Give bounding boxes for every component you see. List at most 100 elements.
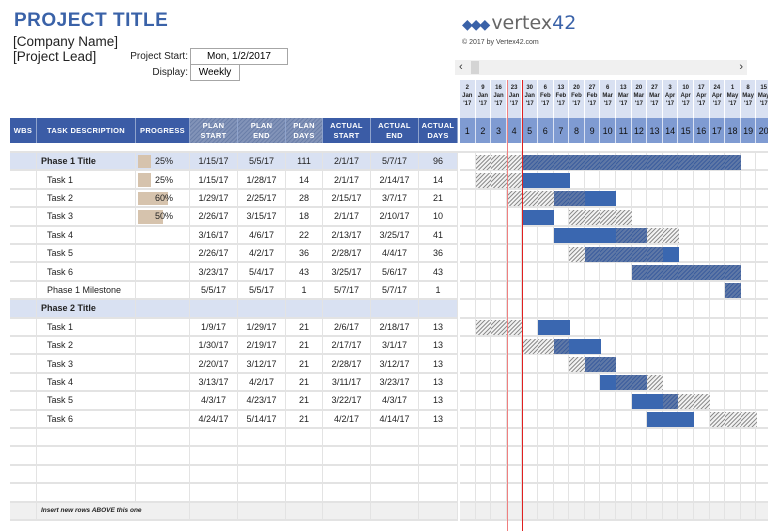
- cell-plan-start[interactable]: 5/5/17: [190, 281, 238, 301]
- cell-task[interactable]: [37, 465, 136, 485]
- cell-progress[interactable]: [136, 484, 190, 503]
- cell-plan-start[interactable]: [190, 429, 238, 448]
- cell-plan-start[interactable]: 3/16/17: [190, 226, 238, 245]
- cell-task[interactable]: Task 2: [37, 337, 136, 356]
- cell-plan-start[interactable]: [190, 465, 238, 485]
- cell-actual-end[interactable]: 5/7/17: [371, 281, 419, 301]
- cell-plan-days[interactable]: 21: [286, 337, 323, 356]
- project-start-input[interactable]: Mon, 1/2/2017: [190, 48, 288, 65]
- cell-plan-end[interactable]: 1/29/17: [238, 318, 286, 337]
- cell-actual-days[interactable]: 10: [419, 208, 458, 227]
- cell-plan-end[interactable]: 5/14/17: [238, 410, 286, 429]
- cell-plan-days[interactable]: 21: [286, 392, 323, 411]
- cell-plan-end[interactable]: [238, 447, 286, 466]
- cell-actual-days[interactable]: 1: [419, 281, 458, 301]
- cell-plan-days[interactable]: [286, 447, 323, 466]
- timeline-scrollbar[interactable]: ‹ ›: [455, 60, 747, 75]
- cell-task[interactable]: Task 4: [37, 226, 136, 245]
- cell-progress[interactable]: 25%: [136, 153, 190, 172]
- cell-progress[interactable]: [136, 245, 190, 264]
- cell-actual-start[interactable]: 5/7/17: [323, 281, 371, 301]
- cell-actual-end[interactable]: 3/1/17: [371, 337, 419, 356]
- cell-plan-end[interactable]: 5/5/17: [238, 153, 286, 172]
- cell-actual-end[interactable]: 4/4/17: [371, 245, 419, 264]
- cell-plan-start[interactable]: 3/23/17: [190, 263, 238, 282]
- cell-progress[interactable]: [136, 373, 190, 393]
- cell-actual-start[interactable]: 4/2/17: [323, 410, 371, 429]
- cell-task[interactable]: Task 6: [37, 410, 136, 429]
- cell-actual-start[interactable]: 2/17/17: [323, 337, 371, 356]
- cell-progress[interactable]: [136, 429, 190, 448]
- cell-plan-end[interactable]: 5/4/17: [238, 263, 286, 282]
- cell-plan-start[interactable]: 1/15/17: [190, 171, 238, 190]
- project-lead[interactable]: [Project Lead]: [13, 49, 97, 64]
- cell-plan-start[interactable]: 4/3/17: [190, 392, 238, 411]
- cell-plan-start[interactable]: [190, 502, 238, 521]
- cell-plan-days[interactable]: [286, 300, 323, 319]
- cell-actual-days[interactable]: [419, 447, 458, 466]
- cell-actual-start[interactable]: 2/15/17: [323, 189, 371, 209]
- cell-progress[interactable]: [136, 226, 190, 245]
- cell-actual-days[interactable]: 14: [419, 171, 458, 190]
- cell-task[interactable]: Phase 2 Title: [37, 300, 136, 319]
- cell-actual-end[interactable]: 3/12/17: [371, 355, 419, 374]
- cell-progress[interactable]: [136, 392, 190, 411]
- cell-actual-days[interactable]: 13: [419, 337, 458, 356]
- cell-actual-start[interactable]: [323, 502, 371, 521]
- cell-plan-days[interactable]: 111: [286, 153, 323, 172]
- cell-actual-end[interactable]: [371, 484, 419, 503]
- cell-actual-days[interactable]: 43: [419, 263, 458, 282]
- cell-actual-days[interactable]: [419, 465, 458, 485]
- cell-actual-end[interactable]: 2/18/17: [371, 318, 419, 337]
- cell-plan-end[interactable]: 3/15/17: [238, 208, 286, 227]
- cell-progress[interactable]: [136, 318, 190, 337]
- cell-plan-start[interactable]: 2/26/17: [190, 245, 238, 264]
- cell-plan-start[interactable]: 3/13/17: [190, 373, 238, 393]
- cell-plan-days[interactable]: 18: [286, 208, 323, 227]
- cell-task[interactable]: Task 4: [37, 373, 136, 393]
- cell-actual-days[interactable]: 96: [419, 153, 458, 172]
- cell-actual-end[interactable]: 4/3/17: [371, 392, 419, 411]
- cell-plan-end[interactable]: 2/25/17: [238, 189, 286, 209]
- cell-actual-days[interactable]: 36: [419, 245, 458, 264]
- cell-actual-start[interactable]: 2/28/17: [323, 355, 371, 374]
- cell-progress[interactable]: [136, 447, 190, 466]
- cell-plan-start[interactable]: 4/24/17: [190, 410, 238, 429]
- cell-plan-days[interactable]: [286, 484, 323, 503]
- cell-progress[interactable]: 25%: [136, 171, 190, 190]
- cell-plan-days[interactable]: 14: [286, 171, 323, 190]
- cell-task[interactable]: [37, 447, 136, 466]
- cell-actual-days[interactable]: 21: [419, 189, 458, 209]
- cell-task[interactable]: Task 2: [37, 189, 136, 209]
- cell-actual-start[interactable]: [323, 429, 371, 448]
- cell-plan-end[interactable]: 5/5/17: [238, 281, 286, 301]
- cell-actual-end[interactable]: [371, 447, 419, 466]
- cell-task[interactable]: Task 3: [37, 355, 136, 374]
- vertex42-logo[interactable]: ◆◆◆ vertex42: [462, 12, 576, 34]
- cell-task[interactable]: Phase 1 Title: [37, 153, 136, 172]
- cell-actual-start[interactable]: 2/6/17: [323, 318, 371, 337]
- cell-progress[interactable]: [136, 465, 190, 485]
- cell-plan-start[interactable]: [190, 484, 238, 503]
- cell-actual-days[interactable]: [419, 502, 458, 521]
- cell-actual-days[interactable]: 13: [419, 355, 458, 374]
- cell-plan-days[interactable]: [286, 465, 323, 485]
- cell-plan-days[interactable]: 21: [286, 318, 323, 337]
- cell-plan-start[interactable]: [190, 300, 238, 319]
- cell-actual-end[interactable]: 5/6/17: [371, 263, 419, 282]
- cell-actual-days[interactable]: 13: [419, 318, 458, 337]
- cell-actual-end[interactable]: 2/14/17: [371, 171, 419, 190]
- cell-actual-days[interactable]: 13: [419, 410, 458, 429]
- cell-plan-end[interactable]: 3/12/17: [238, 355, 286, 374]
- cell-actual-end[interactable]: [371, 502, 419, 521]
- cell-task[interactable]: [37, 429, 136, 448]
- cell-actual-end[interactable]: 3/25/17: [371, 226, 419, 245]
- cell-plan-days[interactable]: 1: [286, 281, 323, 301]
- cell-actual-end[interactable]: 2/10/17: [371, 208, 419, 227]
- cell-actual-days[interactable]: 41: [419, 226, 458, 245]
- project-title[interactable]: PROJECT TITLE: [14, 10, 169, 31]
- cell-actual-start[interactable]: 2/1/17: [323, 171, 371, 190]
- cell-task[interactable]: Task 5: [37, 392, 136, 411]
- cell-actual-start[interactable]: 3/25/17: [323, 263, 371, 282]
- cell-actual-start[interactable]: 3/11/17: [323, 373, 371, 393]
